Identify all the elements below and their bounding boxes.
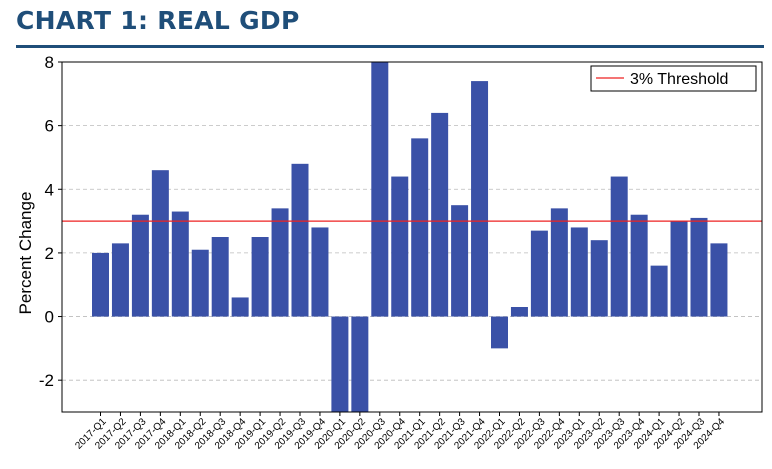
bar xyxy=(610,176,628,317)
bar xyxy=(92,252,109,317)
bar xyxy=(491,316,508,349)
bar xyxy=(331,316,349,412)
y-tick-label: 4 xyxy=(45,180,54,199)
bar xyxy=(690,217,708,317)
bar xyxy=(251,237,269,317)
bar-series xyxy=(92,62,728,412)
legend: 3% Threshold xyxy=(590,65,757,92)
y-tick-label: 0 xyxy=(45,308,54,327)
x-axis-ticks: 2017-Q12017-Q22017-Q32017-Q42018-Q12018-… xyxy=(73,412,727,452)
legend-label: 3% Threshold xyxy=(630,71,728,88)
y-tick-label: -2 xyxy=(39,371,54,390)
y-axis-ticks: -2 0 2 4 6 8 xyxy=(39,53,62,390)
y-tick-label: 2 xyxy=(45,244,54,263)
bar xyxy=(131,214,149,317)
bar xyxy=(550,208,568,317)
bar xyxy=(391,176,409,317)
bar xyxy=(530,230,548,317)
bar xyxy=(211,237,229,317)
y-tick-label: 8 xyxy=(45,53,54,72)
bar xyxy=(670,221,688,317)
bar xyxy=(411,138,429,317)
bar xyxy=(650,265,668,317)
bar xyxy=(291,163,309,317)
bar xyxy=(271,208,289,317)
bar xyxy=(570,227,588,317)
bar xyxy=(371,62,389,317)
bar xyxy=(431,112,449,317)
bar xyxy=(191,249,209,317)
y-axis-label: Percent Change xyxy=(16,192,35,315)
bar xyxy=(151,170,169,317)
title-rule xyxy=(16,45,764,48)
plot-frame xyxy=(61,61,763,413)
chart-title: CHART 1: REAL GDP xyxy=(16,6,300,35)
bar xyxy=(471,81,489,317)
bar xyxy=(171,211,189,317)
bar xyxy=(510,307,528,317)
bar xyxy=(231,297,249,317)
y-tick-label: 6 xyxy=(45,117,54,136)
bar xyxy=(311,227,329,317)
bar xyxy=(590,240,608,317)
bar xyxy=(630,214,648,317)
bar xyxy=(451,205,469,317)
bar xyxy=(351,316,369,412)
bar xyxy=(111,243,129,317)
bar xyxy=(710,243,728,317)
